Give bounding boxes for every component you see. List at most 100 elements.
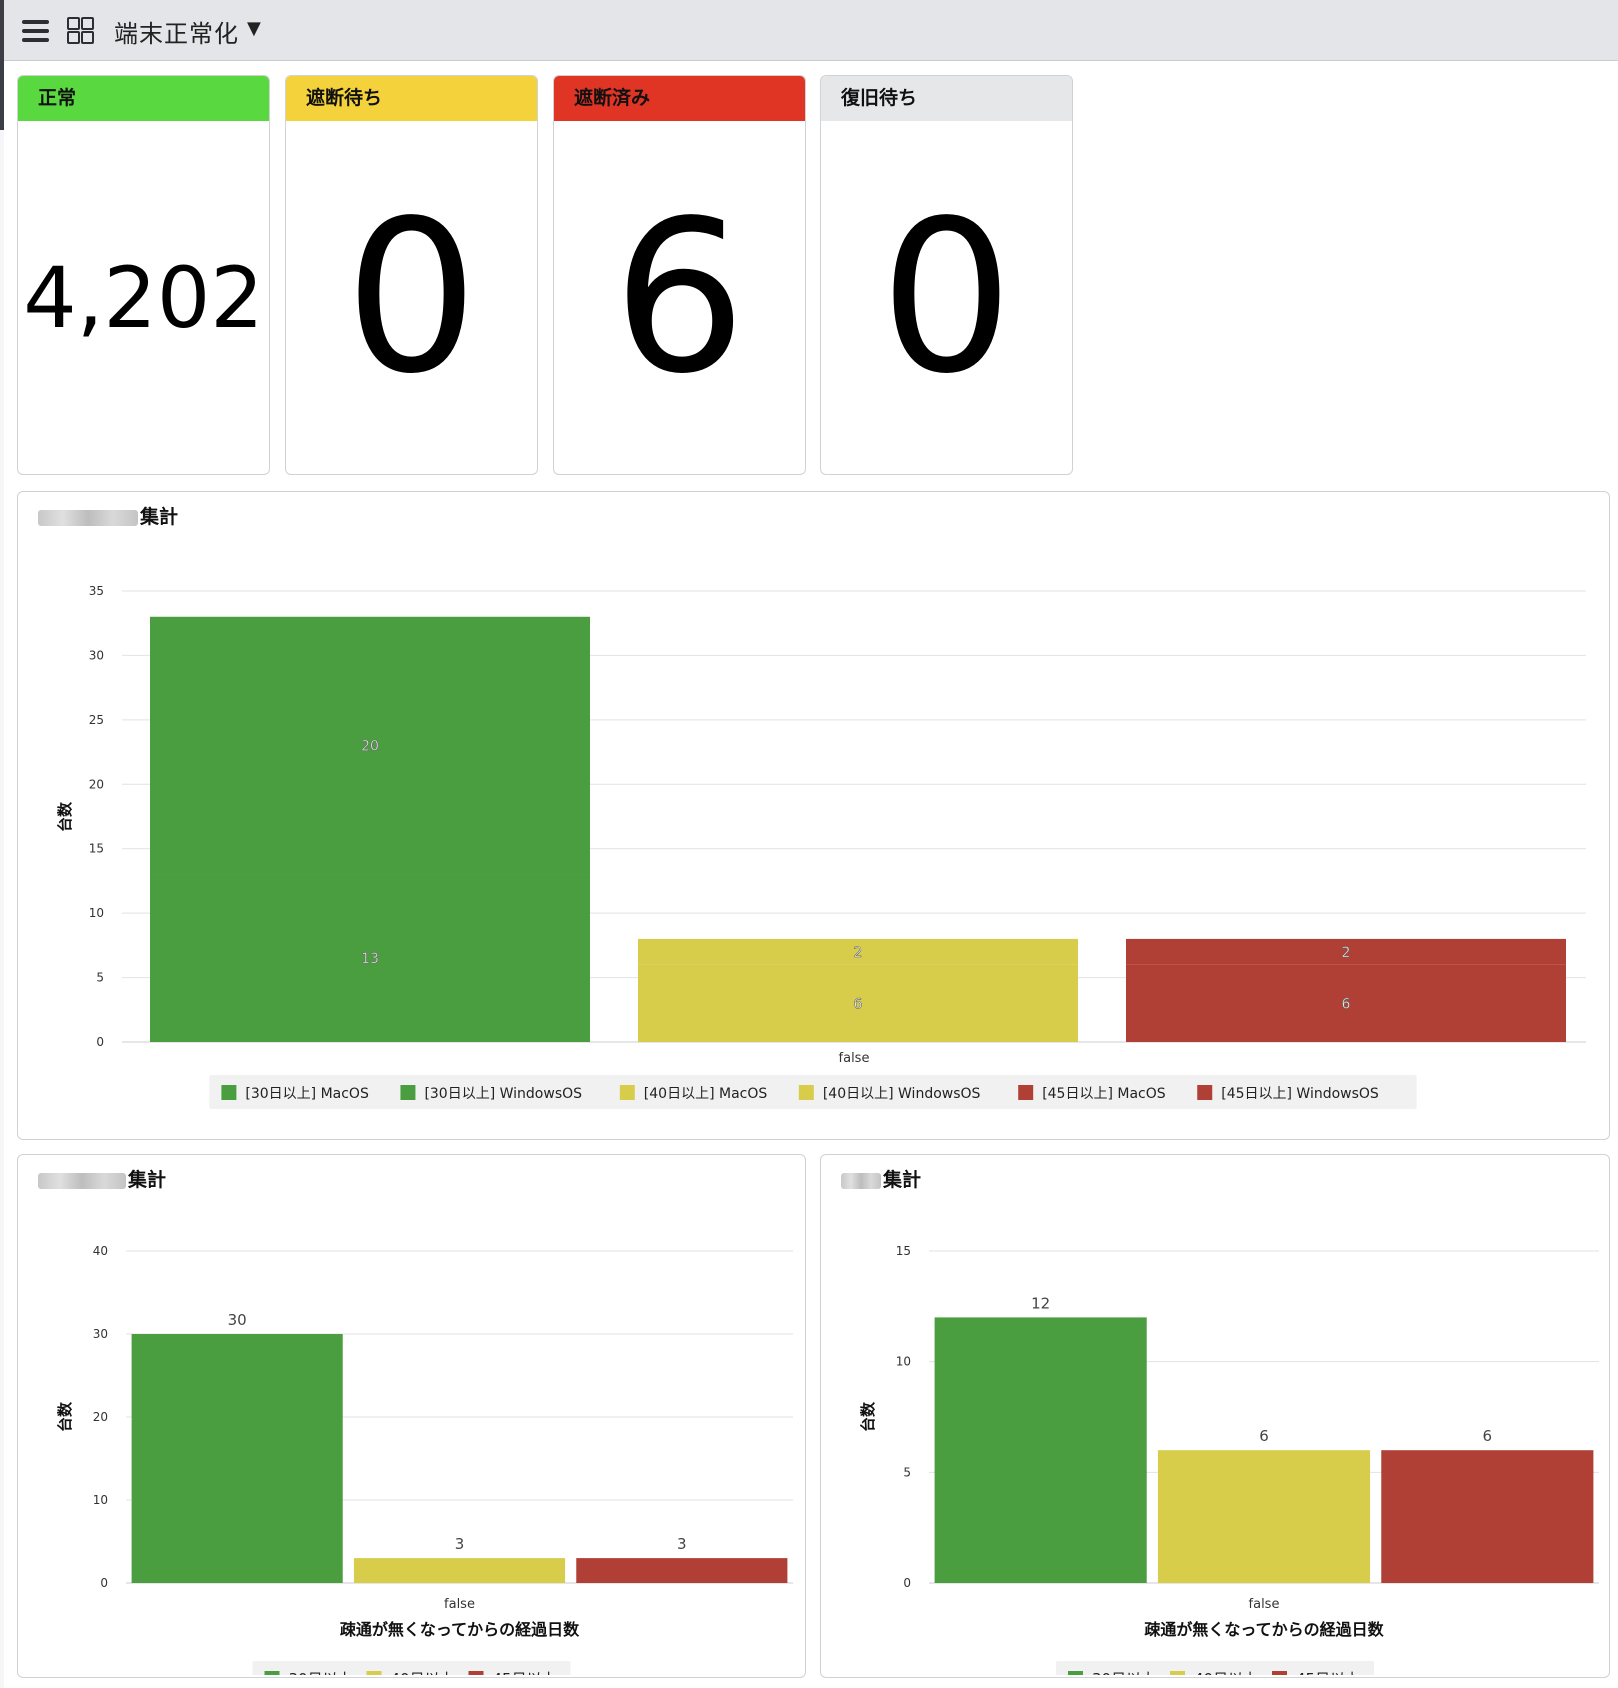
legend-swatch [468,1671,484,1675]
panel-title-text: 集計 [140,506,179,528]
redacted-text [841,1172,881,1189]
data-label: 6 [1483,1427,1493,1445]
status-card-label: 遮断済み [554,76,805,121]
y-tick-label: 10 [896,1355,911,1369]
legend-entry: [30日以上] MacOS [245,1086,369,1102]
bar-segment [150,616,590,875]
legend-swatch [1170,1671,1185,1675]
x-tick-label: false [1249,1597,1280,1612]
data-label: 6 [1342,996,1351,1012]
y-axis-label: 台数 [56,801,74,832]
y-tick-label: 20 [89,777,104,791]
bar-segment [150,874,590,1042]
data-label: 3 [677,1535,687,1553]
y-tick-label: 10 [89,906,104,920]
redacted-text [38,1172,126,1189]
legend-box [252,1661,571,1675]
bar [1381,1450,1594,1583]
chart-panel-main: 集計 0510152025303513206262false疎通が無くなってから… [17,491,1610,1140]
dashboard-grid-icon[interactable] [67,17,94,44]
data-label: 2 [1342,945,1351,961]
bar-segment [1126,964,1566,1042]
legend-entry: 30日以上 [1092,1670,1156,1675]
y-axis-label: 台数 [56,1401,74,1432]
y-tick-label: 10 [93,1493,108,1507]
y-tick-label: 20 [93,1410,108,1424]
bar [934,1317,1147,1583]
status-card-label: 正常 [18,76,269,121]
y-tick-label: 0 [100,1576,108,1590]
panel-title: 集計 [38,1165,166,1192]
status-card-value: 6 [612,174,747,420]
legend-entry: [30日以上] WindowsOS [424,1086,582,1102]
data-label: 30 [228,1311,247,1329]
y-tick-label: 40 [93,1244,108,1258]
legend-swatch [798,1085,814,1100]
bar-segment [638,964,1078,1042]
bar-chart: 0 5 10 15 12 6 6 false 疎通が無くなってからの経過日数 台数 30日以上 40日… [859,1244,1599,1675]
status-card-value: 4,202 [23,248,264,347]
y-tick-label: 30 [93,1327,108,1341]
legend-swatch [1068,1671,1083,1675]
legend-swatch [1272,1671,1287,1675]
hamburger-menu-icon[interactable] [22,20,49,42]
bar-segment [638,938,1078,965]
data-label: 13 [361,951,379,967]
stacked-bar-chart: 0510152025303513206262false疎通が無くなってからの経過… [56,584,1586,1109]
legend-entry: [45日以上] WindowsOS [1221,1086,1379,1102]
status-card-value: 0 [344,174,479,420]
y-tick-label: 15 [896,1244,911,1258]
data-label: 2 [854,945,863,961]
status-card-label: 復旧待ち [821,76,1072,121]
data-label: 6 [1259,1427,1269,1445]
bar [131,1334,343,1583]
y-tick-label: 0 [96,1035,104,1049]
x-tick-label: false [444,1597,475,1612]
data-label: 12 [1031,1294,1050,1312]
legend-box [1056,1661,1374,1675]
status-card-label: 遮断待ち [286,76,537,121]
top-bar: 端末正常化 ▼ [0,0,1618,61]
x-axis-label: 疎通が無くなってからの経過日数 [1144,1620,1384,1639]
legend-swatch [400,1085,416,1100]
y-tick-label: 35 [89,584,104,598]
status-card-value: 0 [879,174,1014,420]
legend-swatch [366,1671,382,1675]
legend-swatch [1018,1085,1034,1100]
legend-swatch [221,1085,237,1100]
redacted-text [38,509,138,526]
legend-entry: [45日以上] MacOS [1042,1086,1166,1102]
x-axis-label: 疎通が無くなってからの経過日数 [340,1620,580,1639]
chart-panel-left: 集計 0 10 20 30 40 30 3 3 false 疎通が無くなってからの経過日数 台数 30… [17,1154,806,1678]
legend-entry: 40日以上 [1194,1670,1258,1675]
bar [1157,1450,1371,1583]
legend-swatch [1197,1085,1213,1100]
y-tick-label: 5 [96,971,104,985]
chart-panel-right: 集計 0 5 10 15 12 6 6 false 疎通が無くなってからの経過日数 台数 30日以上… [820,1154,1610,1678]
panel-title-text: 集計 [128,1169,167,1191]
legend-entry: 45日以上 [1296,1670,1360,1675]
legend-entry: [40日以上] MacOS [644,1086,768,1102]
y-tick-label: 15 [89,842,104,856]
status-card-blocked[interactable]: 遮断済み 6 [553,75,806,475]
legend-swatch [264,1671,280,1675]
legend-entry: 30日以上 [289,1670,353,1675]
data-label: 3 [455,1535,465,1553]
bar-segment [1126,938,1566,965]
status-card-pending-restore[interactable]: 復旧待ち 0 [820,75,1073,475]
data-label: 20 [361,739,379,755]
panel-title: 集計 [841,1165,921,1192]
legend-swatch [619,1085,635,1100]
legend-entry: 45日以上 [493,1670,557,1675]
y-tick-label: 30 [89,648,104,662]
y-axis-label: 台数 [859,1401,877,1432]
bar [353,1558,566,1583]
status-card-normal[interactable]: 正常 4,202 [17,75,270,475]
legend-entry: [40日以上] WindowsOS [823,1086,981,1102]
status-card-pending-block[interactable]: 遮断待ち 0 [285,75,538,475]
y-tick-label: 25 [89,713,104,727]
dashboard-title[interactable]: 端末正常化 [114,20,239,48]
data-label: 6 [854,996,863,1012]
chevron-down-icon[interactable]: ▼ [247,18,261,39]
y-tick-label: 0 [903,1576,911,1590]
